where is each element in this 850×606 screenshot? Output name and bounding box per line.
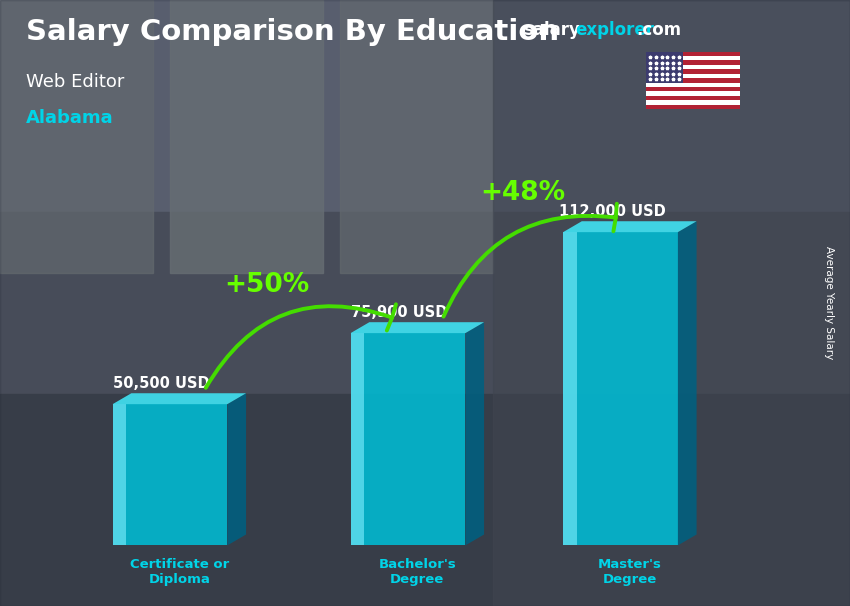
Bar xyxy=(493,0,850,606)
Bar xyxy=(646,52,740,56)
Text: Average Yearly Salary: Average Yearly Salary xyxy=(824,247,834,359)
Bar xyxy=(646,100,740,105)
Text: Certificate or
Diploma: Certificate or Diploma xyxy=(130,558,229,585)
Text: Alabama: Alabama xyxy=(26,109,113,127)
Bar xyxy=(0,394,850,606)
Bar xyxy=(646,56,740,61)
Bar xyxy=(646,82,740,87)
Text: 50,500 USD: 50,500 USD xyxy=(113,376,210,391)
Text: 75,900 USD: 75,900 USD xyxy=(351,305,448,320)
Bar xyxy=(0,212,850,424)
Bar xyxy=(646,61,740,65)
Text: 112,000 USD: 112,000 USD xyxy=(558,204,666,219)
Bar xyxy=(646,78,740,82)
Text: explorer: explorer xyxy=(575,21,654,39)
Bar xyxy=(646,52,683,82)
Bar xyxy=(646,87,740,92)
Bar xyxy=(646,74,740,78)
Text: salary: salary xyxy=(523,21,580,39)
Text: .com: .com xyxy=(636,21,681,39)
Text: +50%: +50% xyxy=(224,272,309,298)
Bar xyxy=(646,65,740,69)
Text: Web Editor: Web Editor xyxy=(26,73,124,91)
Text: Bachelor's
Degree: Bachelor's Degree xyxy=(378,558,456,585)
Bar xyxy=(340,0,493,273)
Bar xyxy=(0,0,153,273)
Bar xyxy=(0,0,850,273)
Text: Master's
Degree: Master's Degree xyxy=(598,558,662,585)
Text: +48%: +48% xyxy=(480,180,565,206)
Bar xyxy=(646,96,740,100)
Bar xyxy=(170,0,323,273)
Text: Salary Comparison By Education: Salary Comparison By Education xyxy=(26,18,558,46)
Bar xyxy=(646,69,740,74)
Bar xyxy=(646,92,740,96)
Bar xyxy=(646,105,740,109)
